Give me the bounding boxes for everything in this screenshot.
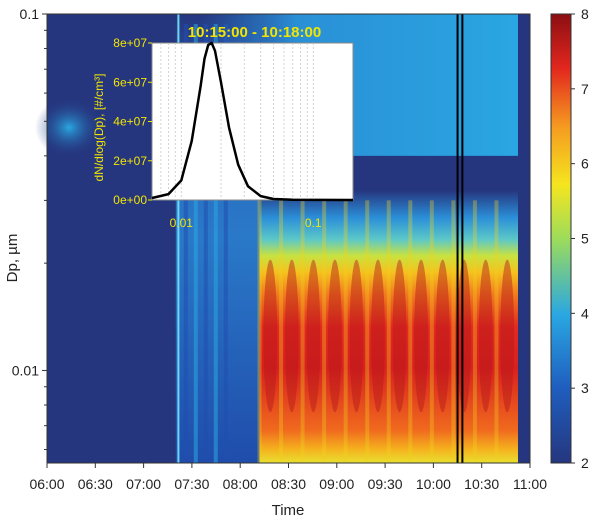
inset-x-tick-label: 0.1 xyxy=(305,216,322,230)
inset-x-tick-label: 0.01 xyxy=(170,216,194,230)
heatmap-feature xyxy=(203,24,208,463)
x-axis-label: Time xyxy=(272,502,305,519)
colorbar-gradient xyxy=(550,13,572,464)
heatmap-feature xyxy=(322,200,327,463)
x-tick-label: 06:30 xyxy=(78,476,113,492)
heatmap-feature xyxy=(478,259,493,413)
heatmap-feature xyxy=(263,259,278,413)
inset-title: 10:15:00 - 10:18:00 xyxy=(188,24,321,41)
heatmap-feature xyxy=(414,259,428,413)
heatmap-feature xyxy=(386,200,391,463)
heatmap-feature xyxy=(349,259,364,413)
heatmap-feature xyxy=(365,200,370,463)
heatmap-feature xyxy=(494,200,499,463)
heatmap-feature xyxy=(371,259,385,413)
inset-chart: 0e+00 2e+07 4e+07 6e+07 8e+07 0.01 0.1 10:15:00… xyxy=(92,24,354,230)
heatmap-feature xyxy=(213,24,218,463)
colorbar-tick-label: 3 xyxy=(581,380,589,396)
main-axes: 06:00 06:30 07:00 07:30 08:00 08:30 09:00 09:30… xyxy=(12,6,547,492)
colorbar-tick-label: 5 xyxy=(581,231,589,247)
x-tick-label: 11:00 xyxy=(513,476,547,492)
heatmap-feature xyxy=(435,259,450,413)
heatmap-feature xyxy=(259,190,518,463)
heatmap-feature xyxy=(183,24,188,463)
x-tick-label: 10:30 xyxy=(464,476,499,492)
colorbar: 2 3 4 5 6 7 8 xyxy=(550,6,589,471)
inset-y-tick-label: 2e+07 xyxy=(113,154,147,168)
heatmap-feature xyxy=(429,200,434,463)
x-tick-label: 08:00 xyxy=(223,476,258,492)
x-tick-label: 07:30 xyxy=(174,476,209,492)
heatmap-feature xyxy=(177,14,180,463)
inset-y-tick-label: 8e+07 xyxy=(113,36,147,50)
colorbar-tick-label: 7 xyxy=(581,81,589,97)
heatmap-feature xyxy=(279,200,284,463)
y-tick-label: 0.01 xyxy=(12,362,39,378)
heatmap-feature xyxy=(392,259,407,413)
inset-y-tick-label: 0e+00 xyxy=(113,193,147,207)
heatmap-feature xyxy=(193,24,198,463)
x-tick-label: 09:00 xyxy=(319,476,354,492)
colorbar-tick-label: 2 xyxy=(581,455,589,471)
inset-frame xyxy=(151,42,354,201)
inset-y-axis-label: dN/dlog(Dp), [#/cm³] xyxy=(92,73,106,181)
heatmap-feature xyxy=(284,259,299,413)
heatmap-feature xyxy=(306,259,321,413)
colorbar-tick-label: 6 xyxy=(581,156,589,172)
colorbar-tick-label: 8 xyxy=(581,6,589,22)
inset-y-tick-label: 4e+07 xyxy=(113,115,147,129)
x-tick-label: 09:30 xyxy=(368,476,403,492)
heatmap-feature xyxy=(500,259,515,413)
heatmap-feature xyxy=(472,200,477,463)
heatmap-feature xyxy=(451,200,456,463)
heatmap-feature xyxy=(343,200,348,463)
heatmap-feature xyxy=(257,200,262,463)
x-tick-label: 08:30 xyxy=(271,476,306,492)
x-tick-label: 10:00 xyxy=(416,476,451,492)
heatmap-feature xyxy=(518,14,530,463)
heatmap-feature xyxy=(408,200,413,463)
colorbar-tick-label: 4 xyxy=(581,305,589,321)
x-tick-label: 06:00 xyxy=(29,476,64,492)
heatmap-feature xyxy=(35,97,103,158)
y-axis-label: Dp, µm xyxy=(4,234,21,283)
heatmap-feature xyxy=(300,200,305,463)
inset-y-tick-label: 6e+07 xyxy=(113,75,147,89)
inset-series-line xyxy=(151,41,354,202)
heatmap-feature xyxy=(457,259,472,413)
heatmap-feature xyxy=(328,259,342,413)
y-tick-label: 0.1 xyxy=(20,6,40,22)
x-tick-label: 07:00 xyxy=(126,476,161,492)
heatmap-feature xyxy=(223,24,228,463)
